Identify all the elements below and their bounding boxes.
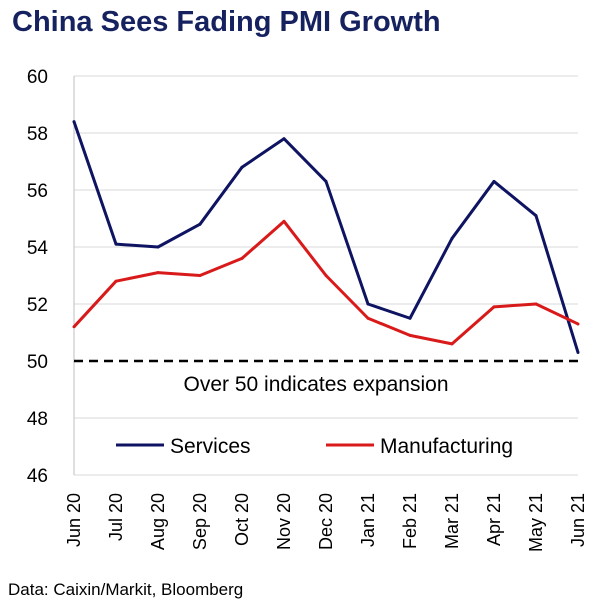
x-tick-label: Apr 21 bbox=[484, 493, 504, 546]
data-point-services bbox=[324, 179, 328, 183]
legend-label-manufacturing: Manufacturing bbox=[380, 435, 513, 458]
data-point-manufacturing bbox=[324, 274, 328, 277]
data-point-services bbox=[72, 120, 76, 124]
x-axis-tick-labels: Jun 20 Jul 20 Aug 20 Sep 20 Oct 20 Nov 20 Dec … bbox=[64, 493, 588, 552]
threshold-annotation: Over 50 indicates expansion bbox=[184, 373, 449, 396]
data-point-services bbox=[576, 350, 580, 354]
x-tick-label: Oct 20 bbox=[232, 493, 252, 546]
data-point-manufacturing bbox=[492, 305, 496, 309]
data-point-services bbox=[282, 137, 286, 141]
y-tick-label: 54 bbox=[27, 238, 49, 259]
data-point-services bbox=[534, 214, 538, 218]
legend: Services Manufacturing bbox=[116, 435, 513, 458]
series-line-manufacturing bbox=[72, 219, 579, 346]
y-tick-label: 50 bbox=[27, 352, 48, 373]
data-point-manufacturing bbox=[534, 302, 538, 306]
x-tick-label: Dec 20 bbox=[316, 493, 336, 550]
x-tick-label: Jun 21 bbox=[568, 493, 588, 547]
y-tick-label: 56 bbox=[27, 181, 48, 202]
chart-title: China Sees Fading PMI Growth bbox=[12, 6, 441, 38]
data-point-manufacturing bbox=[198, 274, 202, 277]
data-point-manufacturing bbox=[114, 279, 118, 283]
data-point-services bbox=[240, 165, 244, 169]
y-tick-label: 58 bbox=[27, 124, 48, 145]
x-tick-label: Aug 20 bbox=[148, 493, 168, 550]
data-point-services bbox=[366, 302, 370, 306]
series-lines bbox=[72, 120, 580, 354]
legend-label-services: Services bbox=[170, 435, 251, 458]
y-tick-label: 46 bbox=[27, 466, 48, 487]
x-tick-label: Feb 21 bbox=[400, 493, 420, 549]
x-tick-label: Mar 21 bbox=[442, 493, 462, 549]
data-source-note: Data: Caixin/Markit, Bloomberg bbox=[8, 580, 244, 599]
series-line-services bbox=[72, 121, 580, 353]
data-point-manufacturing bbox=[408, 333, 412, 337]
x-tick-label: Jun 20 bbox=[64, 493, 84, 547]
data-point-services bbox=[492, 179, 496, 183]
x-tick-label: Jul 20 bbox=[106, 493, 126, 541]
data-point-manufacturing bbox=[156, 271, 160, 275]
data-point-services bbox=[198, 222, 202, 226]
y-axis-tick-labels: 46 48 50 52 54 56 58 60 bbox=[27, 67, 49, 487]
data-point-manufacturing bbox=[576, 322, 580, 326]
data-point-services bbox=[156, 245, 160, 249]
data-point-manufacturing bbox=[366, 316, 370, 320]
y-tick-label: 48 bbox=[27, 409, 48, 430]
data-point-services bbox=[114, 242, 118, 246]
data-point-manufacturing bbox=[240, 256, 244, 260]
data-point-manufacturing bbox=[450, 342, 454, 346]
y-tick-label: 60 bbox=[27, 67, 48, 88]
data-point-services bbox=[450, 236, 454, 240]
x-tick-label: Jan 21 bbox=[358, 493, 378, 547]
x-tick-label: May 21 bbox=[526, 493, 546, 552]
x-tick-label: Sep 20 bbox=[190, 493, 210, 550]
data-point-manufacturing bbox=[282, 219, 286, 223]
data-point-services bbox=[408, 316, 412, 320]
y-tick-label: 52 bbox=[27, 295, 48, 316]
data-point-manufacturing bbox=[72, 325, 76, 329]
x-tick-label: Nov 20 bbox=[274, 493, 294, 550]
